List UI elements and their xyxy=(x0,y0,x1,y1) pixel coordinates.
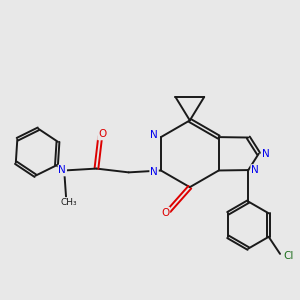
Text: O: O xyxy=(98,129,106,140)
Text: O: O xyxy=(161,208,169,218)
Text: N: N xyxy=(150,130,158,140)
Text: N: N xyxy=(150,167,158,177)
Text: Cl: Cl xyxy=(283,251,294,261)
Text: N: N xyxy=(262,149,269,159)
Text: CH₃: CH₃ xyxy=(61,198,77,207)
Text: N: N xyxy=(251,165,259,175)
Text: N: N xyxy=(58,166,66,176)
